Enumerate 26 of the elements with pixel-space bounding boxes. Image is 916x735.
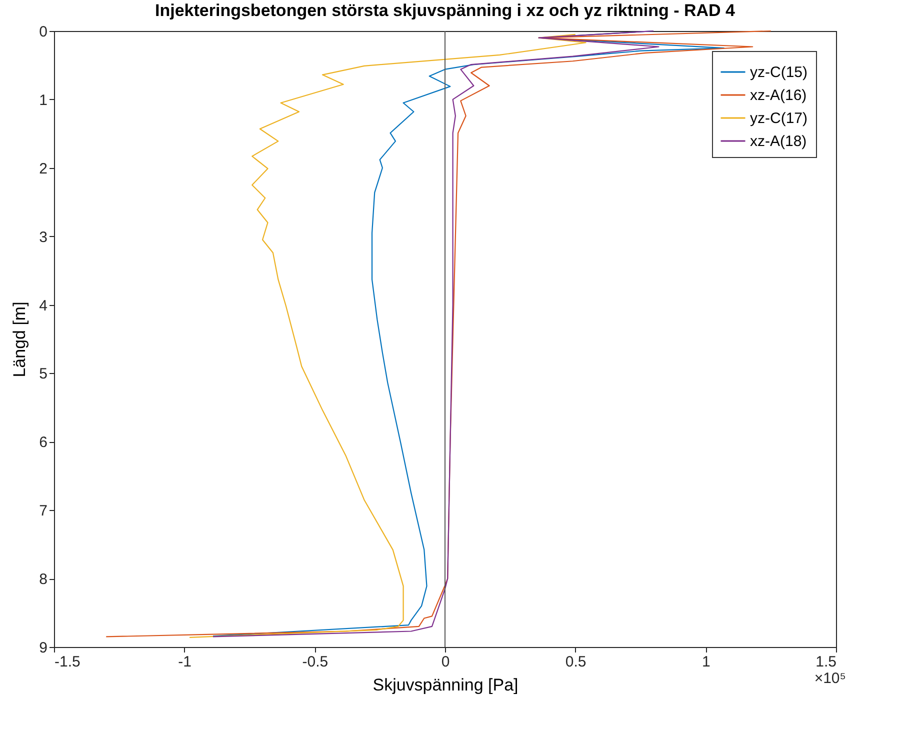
x-tick-label: 1.5 — [816, 654, 836, 670]
y-tick-label: 8 — [39, 571, 48, 588]
x-tick-label: 1 — [702, 654, 710, 670]
x-tick-label: 0 — [441, 654, 450, 670]
x-tick-label: -1.5 — [54, 654, 80, 670]
y-tick-label: 7 — [39, 502, 48, 520]
text: ×10⁵ — [814, 670, 846, 687]
legend-label: yz-C(15) — [750, 64, 808, 81]
y-tick-label: 9 — [39, 640, 48, 656]
y-axis-title: Längd [m] — [10, 302, 30, 378]
chart-title: Injekteringsbetongen största skjuvspänning i xz och yz riktning - RAD 4 — [155, 1, 736, 20]
y-tick-label: 1 — [39, 92, 48, 109]
x-axis-title: Skjuvspänning [Pa] — [372, 676, 518, 694]
y-tick-label: 2 — [39, 160, 48, 178]
y-tick-label: 5 — [39, 366, 48, 383]
legend-label: xz-A(18) — [750, 133, 807, 150]
y-tick-label: 4 — [39, 297, 48, 314]
x-tick-label: 0.5 — [565, 654, 586, 670]
x-tick-label: -0.5 — [302, 654, 328, 670]
y-tick-label: 6 — [39, 434, 48, 452]
line-series — [188, 34, 586, 638]
y-tick-label: 3 — [39, 228, 48, 246]
legend-label: xz-A(16) — [750, 87, 807, 104]
legend-label: yz-C(17) — [750, 110, 808, 127]
x-tick-label: -1 — [178, 654, 192, 670]
y-tick-label: 0 — [39, 24, 48, 40]
